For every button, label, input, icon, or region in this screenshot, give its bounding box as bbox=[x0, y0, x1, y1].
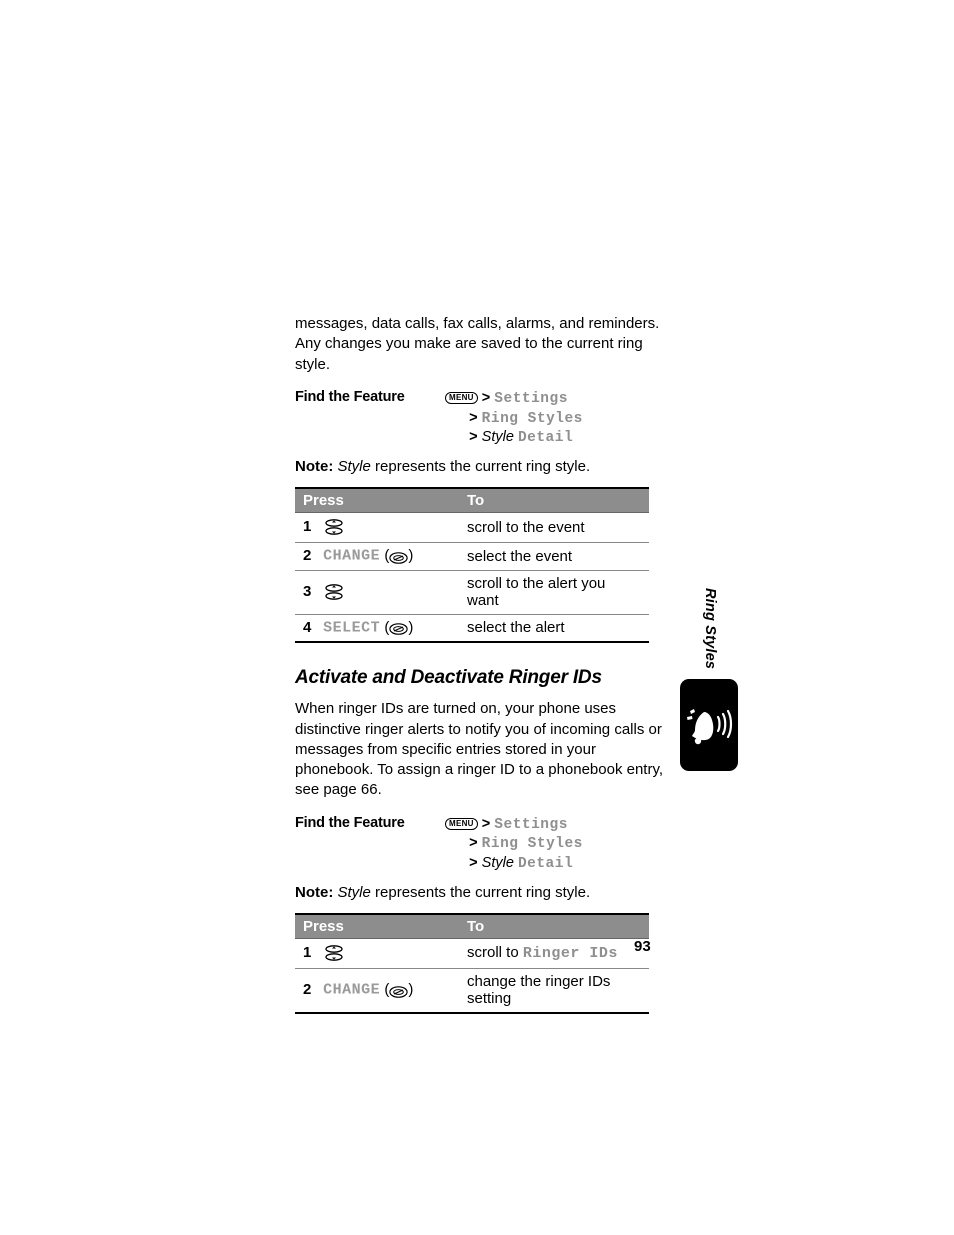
find-feature-2: Find the Feature MENU > Settings > Ring … bbox=[295, 815, 665, 875]
menu-icon: MENU bbox=[445, 392, 478, 404]
side-tab-label: Ring Styles bbox=[702, 588, 718, 669]
table-row: 4 SELECT () select the alert bbox=[295, 614, 649, 642]
scroll-icon bbox=[323, 517, 345, 537]
softkey-icon bbox=[389, 982, 408, 999]
path-sep: > bbox=[469, 429, 477, 445]
table-row: 1 scroll to Ringer IDs bbox=[295, 939, 649, 969]
path-ringstyles: Ring Styles bbox=[482, 411, 583, 427]
softkey-label: SELECT bbox=[323, 619, 380, 636]
find-feature-path: MENU > Settings > Ring Styles > Style De… bbox=[445, 815, 583, 875]
find-feature-1: Find the Feature MENU > Settings > Ring … bbox=[295, 389, 665, 449]
step-to: scroll to the event bbox=[459, 513, 649, 543]
step-number: 4 bbox=[303, 619, 319, 636]
step-to: change the ringer IDs setting bbox=[459, 969, 649, 1014]
softkey-label: CHANGE bbox=[323, 548, 380, 565]
note-style: Style bbox=[338, 884, 371, 901]
table-row: 3 scroll to the alert you want bbox=[295, 570, 649, 614]
note-rest: represents the current ring style. bbox=[371, 458, 590, 475]
path-detail: Detail bbox=[518, 430, 573, 446]
path-style: Style bbox=[482, 429, 514, 445]
note-2: Note: Style represents the current ring … bbox=[295, 884, 665, 901]
scroll-icon bbox=[323, 582, 345, 602]
bell-icon bbox=[684, 700, 734, 750]
find-feature-label: Find the Feature bbox=[295, 815, 445, 831]
step-to: select the event bbox=[459, 543, 649, 571]
path-sep: > bbox=[469, 410, 477, 426]
side-tab: Ring Styles bbox=[680, 588, 740, 771]
path-style: Style bbox=[482, 855, 514, 871]
section-heading: Activate and Deactivate Ringer IDs bbox=[295, 667, 665, 689]
intro-paragraph: messages, data calls, fax calls, alarms,… bbox=[295, 314, 665, 375]
scroll-icon bbox=[323, 943, 345, 963]
path-sep: > bbox=[469, 855, 477, 871]
step-number: 1 bbox=[303, 944, 319, 961]
col-to: To bbox=[459, 914, 649, 939]
table-row: 2 CHANGE () select the event bbox=[295, 543, 649, 571]
path-sep: > bbox=[482, 816, 490, 832]
find-feature-label: Find the Feature bbox=[295, 389, 445, 405]
softkey-icon bbox=[389, 548, 408, 565]
step-to: scroll to Ringer IDs bbox=[459, 939, 649, 969]
path-sep: > bbox=[469, 835, 477, 851]
softkey-label: CHANGE bbox=[323, 982, 380, 999]
step-number: 2 bbox=[303, 981, 319, 998]
col-to: To bbox=[459, 488, 649, 513]
table-row: 1 scroll to the event bbox=[295, 513, 649, 543]
path-settings: Settings bbox=[494, 817, 568, 833]
side-tab-icon-box bbox=[680, 679, 738, 771]
find-feature-path: MENU > Settings > Ring Styles > Style De… bbox=[445, 389, 583, 449]
table-row: 2 CHANGE () change the ringer IDs settin… bbox=[295, 969, 649, 1014]
step-to: scroll to the alert you want bbox=[459, 570, 649, 614]
step-number: 1 bbox=[303, 518, 319, 535]
steps-table-1: Press To 1 scroll to the event 2 CHANGE … bbox=[295, 487, 649, 643]
path-detail: Detail bbox=[518, 856, 573, 872]
col-press: Press bbox=[295, 914, 459, 939]
steps-table-2: Press To 1 scroll to Ringer IDs 2 bbox=[295, 913, 649, 1014]
note-rest: represents the current ring style. bbox=[371, 884, 590, 901]
to-mono: Ringer IDs bbox=[523, 945, 618, 962]
step-number: 2 bbox=[303, 547, 319, 564]
col-press: Press bbox=[295, 488, 459, 513]
step-to: select the alert bbox=[459, 614, 649, 642]
note-label: Note: bbox=[295, 458, 333, 475]
ringer-paragraph: When ringer IDs are turned on, your phon… bbox=[295, 699, 665, 800]
note-1: Note: Style represents the current ring … bbox=[295, 458, 665, 475]
path-ringstyles: Ring Styles bbox=[482, 836, 583, 852]
page-content: messages, data calls, fax calls, alarms,… bbox=[295, 314, 665, 1014]
softkey-icon bbox=[389, 619, 408, 636]
path-settings: Settings bbox=[494, 391, 568, 407]
step-number: 3 bbox=[303, 583, 319, 600]
note-style: Style bbox=[338, 458, 371, 475]
menu-icon: MENU bbox=[445, 818, 478, 830]
path-sep: > bbox=[482, 390, 490, 406]
note-label: Note: bbox=[295, 884, 333, 901]
to-text: scroll to bbox=[467, 944, 523, 961]
page-number: 93 bbox=[634, 938, 651, 955]
